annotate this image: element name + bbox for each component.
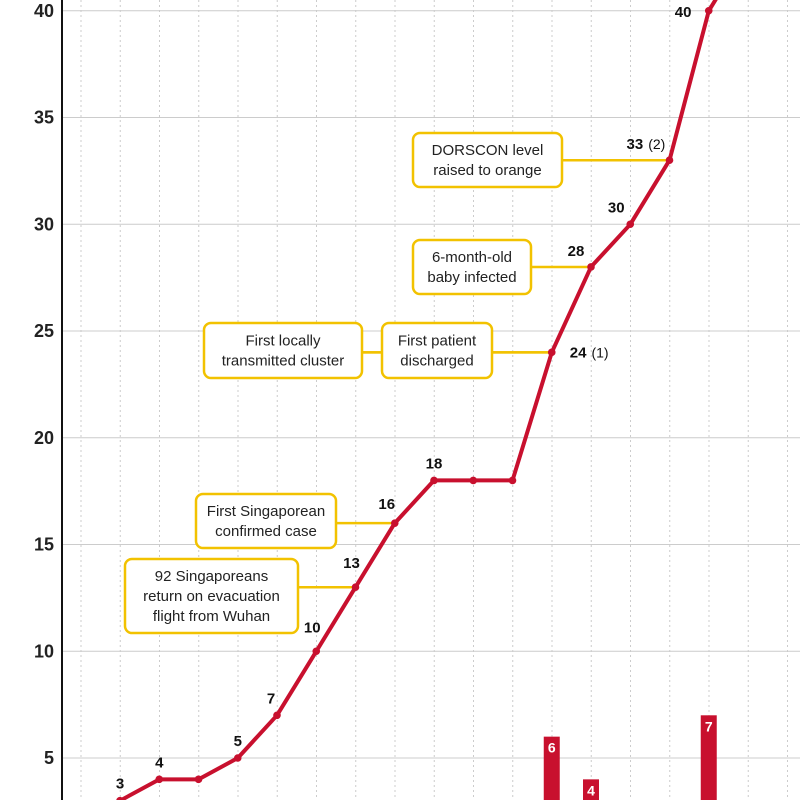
data-point-14 [665, 156, 674, 164]
grid [62, 0, 800, 800]
data-point-1 [155, 775, 164, 784]
point-label-1: 4 [155, 754, 164, 771]
callout-box-3 [202, 321, 364, 380]
bars: 6 4 7 [543, 715, 717, 800]
point-label-6: 13 [343, 555, 360, 572]
bar-11 [543, 736, 560, 800]
bar-12 [583, 779, 599, 800]
data-point-12 [587, 263, 595, 271]
callouts: 92 Singaporeans return on evacuation fligh… [123, 131, 564, 635]
data-point-2 [194, 775, 203, 784]
y-tick-label-35: 35 [34, 108, 54, 128]
bar-label-11: 6 [548, 740, 556, 756]
callout-text-0-0: 92 Singaporeans [155, 568, 268, 585]
callout-text-0-2: flight from Wuhan [153, 608, 270, 625]
point-label-7: 16 [378, 496, 395, 513]
data-point-10 [508, 476, 517, 485]
point-label-11: 24 (1) [570, 344, 609, 361]
callout-text-1-1: confirmed case [215, 523, 317, 540]
callout-text-5-0: DORSCON level [432, 142, 544, 159]
data-point-9 [469, 476, 478, 485]
data-point-5 [312, 647, 321, 656]
callout-text-1-0: First Singaporean [207, 503, 325, 520]
point-label-13: 30 [608, 199, 625, 216]
y-tick-label-10: 10 [34, 641, 54, 661]
bar-label-12: 4 [587, 782, 595, 798]
y-ticks: 5 10 15 20 25 30 35 40 [34, 1, 54, 768]
point-sublabel-11: (1) [591, 344, 608, 360]
point-label-8: 18 [426, 455, 443, 472]
callout-text-0-1: return on evacuation [143, 588, 280, 605]
point-label-0: 3 [116, 776, 124, 793]
callout-box-0 [123, 557, 300, 635]
point-sublabel-14: (2) [648, 136, 665, 152]
y-tick-label-30: 30 [34, 214, 54, 234]
data-point-0 [116, 796, 124, 800]
y-tick-label-5: 5 [44, 748, 54, 768]
data-point-7 [390, 519, 399, 527]
line-series [116, 0, 718, 800]
point-label-12: 28 [568, 243, 585, 260]
callout-box-2 [380, 321, 494, 380]
callout-text-3-0: First locally [245, 333, 321, 350]
point-label-5: 10 [304, 619, 321, 636]
y-tick-label-20: 20 [34, 428, 54, 448]
data-point-13 [626, 220, 635, 229]
data-point-6 [351, 583, 360, 591]
data-point-8 [430, 476, 438, 485]
point-label-4: 7 [267, 690, 275, 707]
callout-box-5 [411, 131, 564, 189]
y-tick-label-40: 40 [34, 1, 54, 21]
bar-label-15: 7 [705, 718, 713, 734]
callout-text-3-1: transmitted cluster [222, 353, 345, 370]
bar-15 [700, 715, 717, 800]
point-labels: 3 4 5 7 10 13 16 18 24 (1) 28 30 33 (2) 40 [116, 4, 692, 793]
callout-box-1 [194, 492, 338, 550]
y-tick-label-25: 25 [34, 321, 54, 341]
data-point-11 [547, 348, 556, 357]
point-label-3: 5 [234, 733, 242, 750]
callout-text-5-1: raised to orange [433, 162, 541, 179]
data-point-15 [704, 6, 713, 15]
y-tick-label-15: 15 [34, 535, 54, 555]
point-label-15: 40 [675, 4, 692, 21]
callout-text-2-1: discharged [400, 353, 473, 370]
callout-text-2-0: First patient [398, 333, 477, 350]
data-point-4 [273, 711, 281, 720]
point-label-14: 33 (2) [627, 136, 666, 153]
callout-box-4 [411, 238, 533, 296]
data-point-3 [233, 754, 242, 762]
callout-text-4-0: 6-month-old [432, 249, 512, 266]
callout-text-4-1: baby infected [427, 269, 516, 286]
